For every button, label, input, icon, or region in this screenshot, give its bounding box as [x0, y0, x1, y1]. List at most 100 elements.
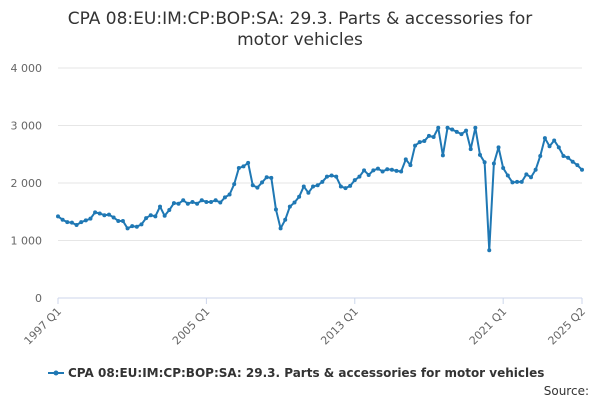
data-point[interactable]: [329, 173, 334, 178]
data-point[interactable]: [413, 143, 418, 148]
data-point[interactable]: [97, 211, 102, 216]
data-point[interactable]: [450, 127, 455, 132]
data-point[interactable]: [343, 186, 348, 191]
data-point[interactable]: [473, 125, 478, 130]
data-point[interactable]: [111, 215, 116, 220]
data-point[interactable]: [88, 216, 93, 221]
data-point[interactable]: [417, 140, 422, 145]
data-point[interactable]: [292, 200, 297, 205]
data-point[interactable]: [273, 207, 278, 212]
data-point[interactable]: [139, 222, 144, 227]
data-point[interactable]: [153, 214, 158, 219]
data-point[interactable]: [171, 201, 176, 206]
data-point[interactable]: [250, 183, 255, 188]
data-point[interactable]: [487, 248, 492, 253]
data-point[interactable]: [148, 213, 153, 218]
data-point[interactable]: [190, 199, 195, 204]
data-point[interactable]: [496, 145, 501, 150]
data-point[interactable]: [459, 132, 464, 137]
data-point[interactable]: [426, 133, 431, 138]
data-point[interactable]: [533, 167, 538, 172]
data-point[interactable]: [394, 168, 399, 173]
data-point[interactable]: [74, 222, 79, 227]
data-point[interactable]: [144, 216, 149, 221]
legend[interactable]: CPA 08:EU:IM:CP:BOP:SA: 29.3. Parts & ac…: [48, 366, 544, 380]
data-point[interactable]: [547, 144, 552, 149]
data-point[interactable]: [213, 198, 218, 203]
data-point[interactable]: [468, 147, 473, 152]
data-point[interactable]: [162, 213, 167, 218]
data-point[interactable]: [278, 226, 283, 231]
data-point[interactable]: [566, 155, 571, 160]
data-point[interactable]: [236, 166, 241, 171]
data-point[interactable]: [570, 159, 575, 164]
data-point[interactable]: [324, 174, 329, 179]
data-point[interactable]: [199, 198, 204, 203]
data-point[interactable]: [352, 178, 357, 183]
data-point[interactable]: [264, 175, 269, 180]
data-point[interactable]: [491, 161, 496, 166]
data-point[interactable]: [107, 212, 112, 217]
data-point[interactable]: [440, 153, 445, 158]
data-point[interactable]: [315, 183, 320, 188]
data-point[interactable]: [255, 185, 260, 190]
data-point[interactable]: [366, 172, 371, 177]
data-point[interactable]: [515, 179, 520, 184]
data-point[interactable]: [357, 174, 362, 179]
data-point[interactable]: [83, 218, 88, 223]
data-point[interactable]: [334, 174, 339, 179]
data-point[interactable]: [538, 153, 543, 158]
data-point[interactable]: [283, 217, 288, 222]
data-point[interactable]: [287, 204, 292, 209]
data-point[interactable]: [241, 164, 246, 169]
data-point[interactable]: [60, 217, 65, 222]
data-point[interactable]: [380, 169, 385, 174]
data-point[interactable]: [297, 194, 302, 199]
data-point[interactable]: [348, 183, 353, 188]
data-point[interactable]: [542, 136, 547, 141]
data-point[interactable]: [306, 190, 311, 195]
data-point[interactable]: [227, 192, 232, 197]
data-point[interactable]: [338, 184, 343, 189]
data-point[interactable]: [385, 167, 390, 172]
data-point[interactable]: [575, 163, 580, 168]
data-point[interactable]: [167, 208, 172, 213]
data-point[interactable]: [399, 169, 404, 174]
data-point[interactable]: [320, 179, 325, 184]
data-point[interactable]: [301, 184, 306, 189]
data-point[interactable]: [431, 135, 436, 139]
data-point[interactable]: [482, 160, 487, 165]
data-point[interactable]: [260, 180, 265, 185]
data-point[interactable]: [195, 201, 200, 206]
data-point[interactable]: [464, 128, 469, 133]
data-point[interactable]: [362, 168, 367, 173]
data-point[interactable]: [389, 167, 394, 172]
data-point[interactable]: [120, 218, 125, 223]
data-point[interactable]: [65, 220, 70, 225]
data-point[interactable]: [375, 166, 380, 171]
data-point[interactable]: [556, 145, 561, 150]
data-point[interactable]: [222, 195, 227, 200]
data-point[interactable]: [232, 182, 237, 187]
data-point[interactable]: [552, 138, 557, 143]
data-point[interactable]: [93, 210, 98, 215]
data-point[interactable]: [510, 180, 515, 185]
data-point[interactable]: [477, 152, 482, 157]
data-point[interactable]: [116, 218, 121, 223]
data-point[interactable]: [422, 139, 427, 144]
data-point[interactable]: [209, 199, 214, 204]
data-point[interactable]: [130, 224, 135, 229]
data-point[interactable]: [408, 163, 413, 168]
data-point[interactable]: [524, 172, 529, 177]
data-point[interactable]: [501, 166, 506, 171]
data-point[interactable]: [102, 213, 107, 218]
data-point[interactable]: [56, 214, 60, 219]
data-point[interactable]: [436, 125, 441, 130]
data-point[interactable]: [246, 160, 251, 165]
data-point[interactable]: [519, 179, 524, 184]
data-point[interactable]: [528, 175, 533, 180]
data-point[interactable]: [176, 201, 181, 206]
data-point[interactable]: [269, 175, 274, 180]
data-point[interactable]: [204, 199, 209, 204]
data-point[interactable]: [134, 224, 139, 229]
